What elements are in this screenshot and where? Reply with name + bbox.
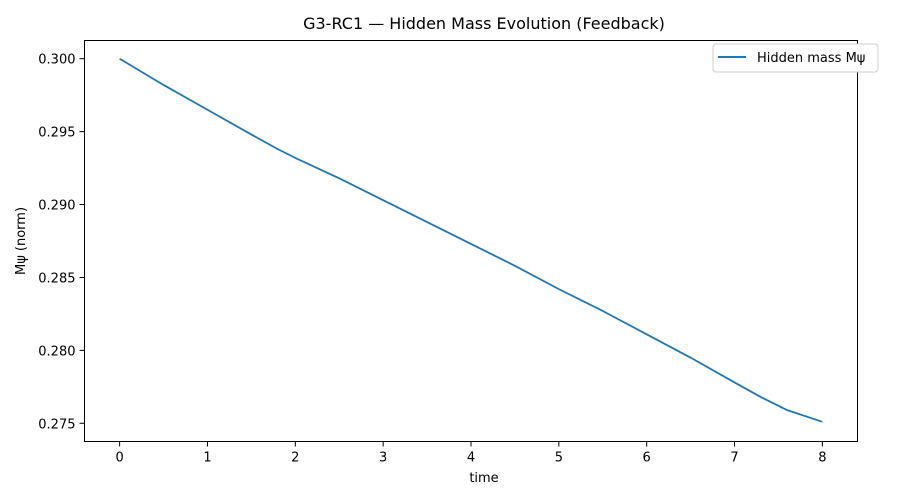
x-axis-label: time [469, 471, 498, 486]
chart-title: G3-RC1 — Hidden Mass Evolution (Feedback… [303, 14, 665, 33]
x-tick-label-1: 1 [203, 451, 211, 466]
y-tick-label-2: 0.285 [38, 271, 75, 286]
x-tick-label-2: 2 [291, 451, 299, 466]
series-line-0 [119, 57, 823, 423]
legend-label: Hidden mass Mψ [757, 51, 865, 66]
x-tick-label-0: 0 [115, 451, 123, 466]
y-tick-label-0: 0.275 [38, 417, 75, 432]
x-tick-label-8: 8 [818, 451, 826, 466]
y-axis: 0.275 0.280 0.285 0.290 0.295 0.300 [38, 53, 85, 432]
x-tick-label-3: 3 [379, 451, 387, 466]
x-tick-label-6: 6 [643, 451, 651, 466]
x-tick-label-7: 7 [730, 451, 738, 466]
y-tick-label-4: 0.295 [38, 126, 75, 141]
series-layer [119, 57, 823, 423]
y-axis-label: Mψ (norm) [14, 207, 29, 275]
legend: Hidden mass Mψ [712, 43, 879, 73]
legend-box [712, 43, 879, 73]
plot-frame [84, 40, 858, 442]
x-tick-label-5: 5 [555, 451, 563, 466]
y-tick-label-5: 0.300 [38, 53, 75, 68]
x-tick-label-4: 4 [467, 451, 475, 466]
x-axis: 0 1 2 3 4 5 6 7 8 [115, 441, 827, 466]
y-tick-label-1: 0.280 [38, 344, 75, 359]
y-tick-label-3: 0.290 [38, 199, 75, 214]
